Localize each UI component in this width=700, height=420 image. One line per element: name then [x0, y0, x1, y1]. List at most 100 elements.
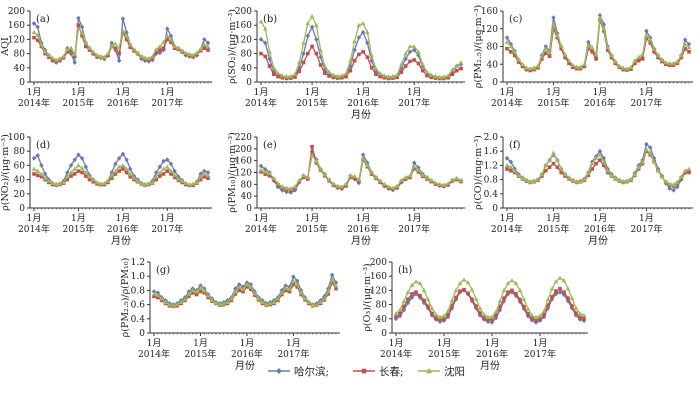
data-point — [430, 311, 434, 316]
data-point — [305, 21, 311, 26]
y-tick-label: 40 — [241, 192, 253, 202]
data-point — [369, 66, 374, 70]
data-point — [174, 302, 180, 307]
data-point — [98, 54, 103, 59]
data-point — [652, 50, 656, 54]
x-tick-label-month: 1月 — [160, 213, 175, 224]
y-tick-label: 0.8 — [131, 286, 146, 296]
data-point — [293, 75, 297, 79]
data-point — [469, 287, 475, 292]
x-tick-label-month: 1月 — [71, 213, 86, 224]
data-point — [164, 164, 170, 169]
data-point — [636, 164, 641, 169]
panel-c: 040801201601月2014年1月2015年1月2016年1月2017年(… — [473, 5, 693, 109]
data-point — [263, 172, 268, 176]
data-point — [442, 317, 446, 321]
x-axis-title: 月份 — [235, 360, 255, 372]
y-tick-label: 0 — [381, 329, 387, 339]
data-point — [79, 165, 85, 171]
data-point — [322, 172, 328, 177]
data-point — [574, 64, 580, 69]
data-point — [679, 55, 684, 60]
x-tick-label-year: 2014年 — [18, 97, 50, 109]
data-point — [559, 170, 564, 175]
x-tick-label-year: 2017年 — [630, 223, 662, 235]
data-point — [142, 55, 148, 60]
data-point — [547, 54, 552, 59]
series-triangle — [393, 275, 587, 320]
data-point — [386, 74, 391, 79]
data-point — [498, 304, 502, 309]
data-point — [202, 288, 207, 293]
data-point — [647, 37, 653, 42]
series-triangle — [258, 153, 464, 191]
data-point — [271, 65, 277, 70]
x-tick-label-year: 2017年 — [630, 97, 662, 109]
data-point — [124, 157, 129, 163]
data-point — [605, 168, 610, 173]
y-tick-label: 0.6 — [131, 301, 146, 311]
data-point — [542, 312, 546, 317]
data-point — [640, 52, 645, 57]
panel-h: 040801201602001月2014年1月2015年1月2016年1月201… — [362, 258, 588, 372]
x-tick-label-month: 1月 — [240, 338, 255, 349]
data-point — [547, 165, 552, 169]
panel-label: (b) — [263, 14, 277, 25]
data-point — [284, 185, 289, 190]
data-point — [512, 49, 518, 54]
data-point — [574, 311, 578, 315]
data-point — [598, 158, 602, 162]
data-point — [582, 317, 586, 321]
data-point — [482, 316, 486, 320]
data-point — [616, 177, 622, 183]
x-tick-label-year: 2016年 — [584, 97, 616, 109]
data-point — [291, 278, 296, 283]
data-point — [245, 285, 249, 289]
data-point — [416, 170, 421, 174]
data-point — [288, 73, 294, 79]
x-tick-label-month: 1月 — [27, 213, 42, 224]
y-axis-title: ρ(CO)/(mg·m⁻³) — [473, 135, 484, 210]
data-point — [292, 71, 298, 76]
data-point — [98, 181, 103, 186]
data-point — [414, 290, 418, 294]
panel-a: 040801201602001月2014年1月2015年1月2016年1月201… — [0, 7, 212, 109]
x-tick-label-year: 2016年 — [107, 97, 139, 109]
y-tick-label: 120 — [481, 25, 498, 35]
data-point — [504, 39, 510, 44]
data-point — [117, 51, 121, 56]
data-point — [318, 166, 323, 171]
data-point — [489, 314, 495, 319]
data-point — [165, 26, 170, 32]
data-point — [505, 46, 509, 51]
data-point — [109, 43, 115, 48]
data-point — [613, 59, 618, 64]
data-point — [109, 176, 114, 180]
data-point — [314, 51, 319, 56]
data-point — [329, 272, 335, 278]
x-tick-label-year: 2015年 — [185, 348, 217, 360]
data-point — [502, 296, 506, 301]
data-point — [360, 155, 366, 160]
data-point — [292, 184, 298, 189]
data-point — [90, 49, 96, 54]
data-point — [609, 55, 614, 60]
data-point — [283, 285, 288, 290]
data-point — [403, 64, 408, 68]
data-point — [517, 288, 523, 293]
data-point — [155, 292, 161, 297]
data-point — [161, 166, 166, 171]
data-point — [602, 163, 606, 168]
data-point — [241, 289, 245, 294]
data-point — [50, 180, 55, 185]
data-point — [418, 293, 422, 298]
x-tick-label-year: 2016年 — [347, 223, 379, 235]
y-tick-label: 0 — [139, 329, 145, 339]
data-point — [520, 175, 525, 180]
data-point — [80, 34, 84, 38]
data-point — [72, 157, 77, 163]
data-point — [256, 296, 261, 301]
data-point — [326, 292, 331, 296]
data-point — [87, 174, 92, 179]
y-tick-label: 100 — [8, 133, 25, 143]
